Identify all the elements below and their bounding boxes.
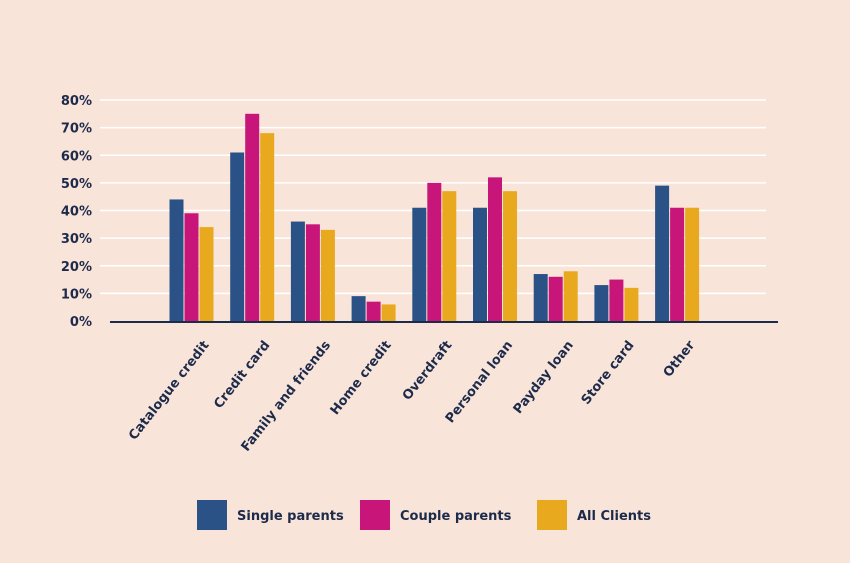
bar	[412, 207, 427, 321]
y-tick-label: 20%	[61, 260, 92, 275]
bar	[169, 199, 184, 321]
bars	[169, 113, 700, 321]
x-tick-label: Overdraft	[400, 338, 456, 403]
y-tick-label: 60%	[61, 149, 92, 164]
y-tick-label: 10%	[61, 287, 92, 302]
bar	[427, 182, 442, 321]
bar	[442, 191, 457, 321]
bar	[366, 301, 381, 321]
x-tick-label: Credit card	[211, 338, 273, 411]
bar	[670, 207, 685, 321]
y-axis-ticks: 0% 10% 20% 30% 40% 50% 60% 70% 80%	[61, 94, 92, 330]
bar	[473, 207, 487, 321]
x-tick-label: Personal loan	[443, 338, 516, 426]
bar	[230, 152, 245, 321]
y-tick-label: 50%	[61, 177, 92, 192]
x-tick-label: Home credit	[328, 338, 395, 418]
bar	[320, 229, 335, 321]
bar	[381, 304, 396, 321]
y-tick-label: 30%	[61, 232, 92, 247]
bar	[685, 207, 700, 321]
legend-label: Single parents	[237, 509, 344, 524]
x-tick-label: Store card	[579, 338, 638, 407]
bar	[609, 279, 624, 321]
y-tick-label: 80%	[61, 94, 92, 109]
bar	[594, 285, 609, 321]
legend-label: Couple parents	[400, 509, 512, 524]
bar	[260, 133, 275, 321]
bar	[199, 227, 214, 321]
bar	[533, 274, 548, 321]
bar	[245, 113, 260, 321]
bar	[184, 213, 199, 321]
y-tick-label: 40%	[61, 205, 92, 220]
x-tick-label: Other	[661, 338, 699, 381]
x-tick-label: Payday loan	[511, 338, 577, 417]
legend-swatch	[537, 500, 567, 530]
bar	[548, 276, 563, 321]
bar	[305, 224, 320, 321]
bar	[290, 221, 305, 321]
x-tick-label: Catalogue credit	[126, 338, 213, 443]
bar	[624, 287, 639, 321]
bar	[351, 296, 366, 321]
legend-label: All Clients	[577, 509, 651, 524]
y-tick-label: 70%	[61, 122, 92, 137]
bar	[488, 177, 502, 321]
bar	[655, 185, 670, 321]
legend-swatch	[360, 500, 390, 530]
legend: Single parents Couple parents All Clients	[197, 500, 651, 530]
bar	[503, 191, 517, 321]
legend-swatch	[197, 500, 227, 530]
y-tick-label: 0%	[70, 315, 92, 330]
bar	[563, 271, 578, 321]
